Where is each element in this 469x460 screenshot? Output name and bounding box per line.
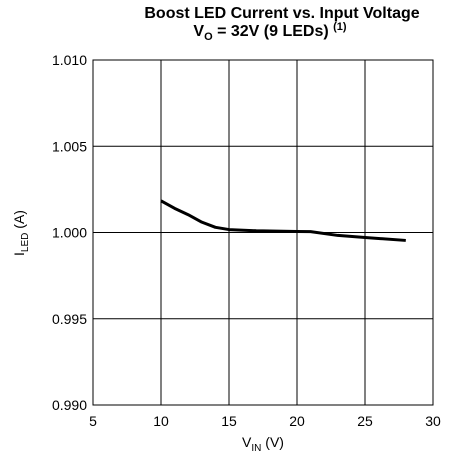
data-line [160,199,406,242]
y-tick-label: 1.005 [52,138,87,154]
y-tick-label: 0.990 [52,397,87,413]
subtitle-sup: (1) [333,21,347,33]
chart-subtitle: VO = 32V (9 LEDs) (1) [193,21,347,43]
x-tick-label: 5 [89,413,97,429]
y-tick-label: 1.010 [52,52,87,68]
chart-title: Boost LED Current vs. Input Voltage [144,5,419,22]
subtitle-rest: = 32V (9 LEDs) [213,23,334,40]
y-axis-label: ILED (A) [11,210,31,256]
x-tick-label: 15 [221,413,237,429]
y-tick-label: 1.000 [52,225,87,241]
x-label-sub: IN [251,443,261,454]
plot-frame [92,59,434,406]
y-label-main: I [11,252,27,256]
subtitle-main: V [193,23,204,40]
x-tick-label: 20 [289,413,305,429]
y-label-rest: (A) [11,210,27,233]
subtitle-sub: O [204,31,213,43]
y-label-sub: LED [20,233,31,252]
x-tick-label: 10 [153,413,169,429]
x-label-rest: (V) [261,434,284,450]
x-label-main: V [242,434,252,450]
y-tick-label: 0.995 [52,311,87,327]
x-axis-label: VIN (V) [242,434,284,454]
x-tick-label: 30 [425,413,441,429]
x-tick-label: 25 [357,413,373,429]
